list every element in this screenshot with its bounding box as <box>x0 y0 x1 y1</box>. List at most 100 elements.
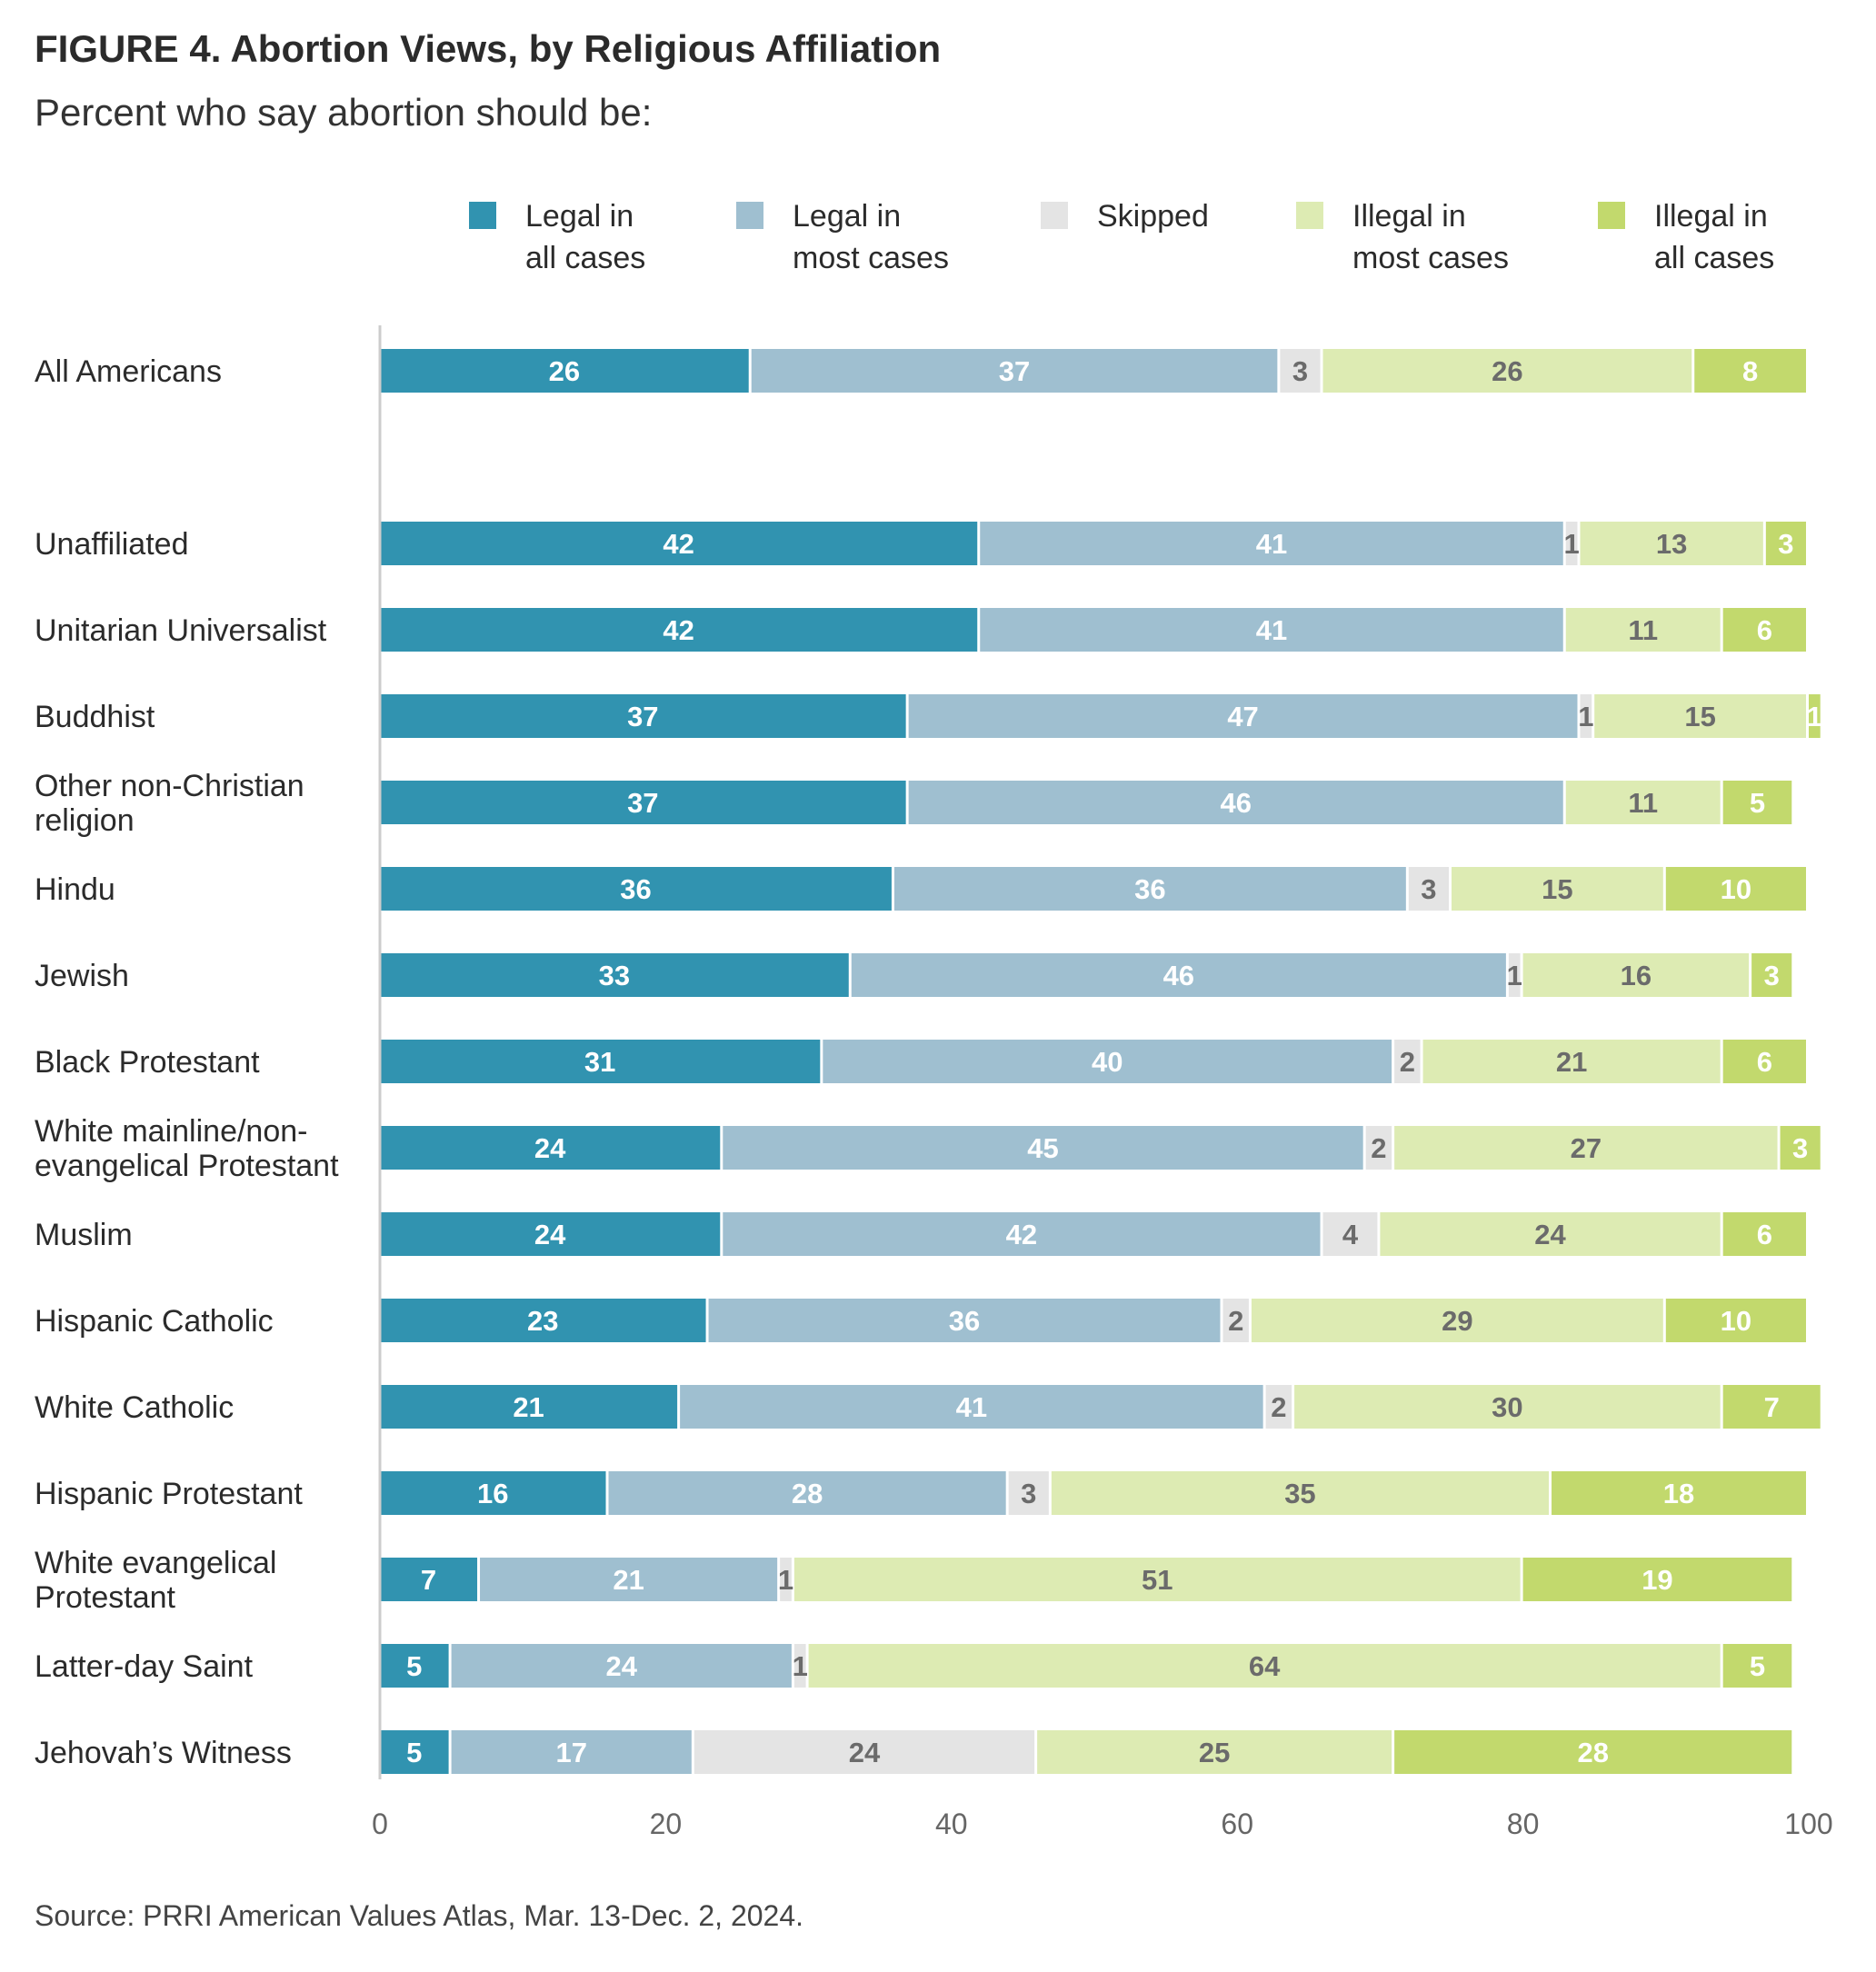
legend: Legal in all cases Legal in most cases Skipp… <box>469 199 1774 275</box>
data-label: 41 <box>1256 614 1287 646</box>
bar-segment <box>1722 1212 1806 1256</box>
data-label: 3 <box>1792 1132 1808 1164</box>
data-label: 2 <box>1228 1305 1243 1337</box>
data-label: 42 <box>663 614 694 646</box>
data-label: 19 <box>1642 1564 1672 1596</box>
legend-swatch-4 <box>1598 202 1625 229</box>
data-label: 28 <box>792 1478 823 1509</box>
data-label: 3 <box>1292 355 1308 387</box>
bar-segment <box>1665 1299 1806 1342</box>
bar-segment <box>1565 781 1721 824</box>
bar-segment <box>1552 1471 1806 1515</box>
data-label: 46 <box>1163 960 1194 991</box>
category-label: Muslim <box>35 1218 133 1252</box>
data-label: 10 <box>1721 1305 1751 1337</box>
bar-segment <box>1809 694 1821 738</box>
bar-segment <box>451 1644 792 1688</box>
data-label: 6 <box>1757 1219 1772 1250</box>
x-tick-label: 0 <box>372 1808 388 1840</box>
data-label: 15 <box>1542 873 1572 905</box>
bar-segment <box>380 694 906 738</box>
data-label: 16 <box>1621 960 1651 991</box>
bar-segment <box>380 1126 721 1170</box>
bar-segment <box>1508 953 1521 997</box>
data-label: 3 <box>1764 960 1780 991</box>
data-label: 41 <box>956 1391 987 1423</box>
data-label: 28 <box>1577 1737 1608 1768</box>
data-label: 1 <box>1507 960 1522 991</box>
bar-segment <box>1722 781 1792 824</box>
source-note: Source: PRRI American Values Atlas, Mar.… <box>35 1899 804 1932</box>
stacked-bar-chart: Legal in all cases Legal in most cases Skipp… <box>35 199 1833 1840</box>
bar-segment <box>751 349 1278 393</box>
bar-segment <box>380 349 749 393</box>
data-label: 2 <box>1371 1132 1386 1164</box>
legend-label-3: Illegal in <box>1352 199 1466 234</box>
data-label: 30 <box>1492 1391 1522 1423</box>
data-label: 21 <box>513 1391 544 1423</box>
data-label: 42 <box>1006 1219 1037 1250</box>
data-label: 64 <box>1249 1650 1281 1682</box>
bar-segment <box>1665 867 1806 911</box>
category-label: Buddhist <box>35 700 155 734</box>
bars: 26 37 3 26 842 41 1 13 342 41 11 637 47 1 15 137 46 11 536… <box>380 349 1822 1774</box>
data-label: 31 <box>584 1046 615 1078</box>
data-label: 1 <box>1563 528 1579 560</box>
legend-label-2: Skipped <box>1097 199 1209 234</box>
x-tick-label: 40 <box>935 1808 968 1840</box>
x-tick-label: 60 <box>1221 1808 1253 1840</box>
data-label: 3 <box>1021 1478 1036 1509</box>
data-label: 29 <box>1442 1305 1472 1337</box>
category-label: evangelical Protestant <box>35 1149 339 1183</box>
data-label: 24 <box>534 1219 566 1250</box>
data-label: 3 <box>1421 873 1436 905</box>
bar-segment <box>694 1730 1035 1774</box>
data-label: 1 <box>778 1564 793 1596</box>
bar-segment <box>1722 1644 1792 1688</box>
bar-segment <box>793 1558 1521 1601</box>
bar-segment <box>708 1299 1221 1342</box>
bar-segment <box>380 1212 721 1256</box>
bar-segment <box>980 608 1563 652</box>
category-labels: All Americans Unaffiliated Unitarian Unive… <box>35 354 339 1770</box>
bar-segment <box>380 1299 706 1342</box>
bar-segment <box>1565 608 1721 652</box>
data-label: 6 <box>1757 1046 1772 1078</box>
category-label: Latter-day Saint <box>35 1649 254 1684</box>
bar-segment <box>608 1471 1006 1515</box>
bar-segment <box>380 1644 449 1688</box>
bar-segment <box>851 953 1506 997</box>
legend-label-4: all cases <box>1654 241 1774 275</box>
bar-segment <box>1722 1040 1806 1083</box>
bar-segment <box>1380 1212 1721 1256</box>
bar-segment <box>380 867 892 911</box>
data-label: 6 <box>1757 614 1772 646</box>
bar-segment <box>1394 1126 1778 1170</box>
bar-segment <box>1294 1385 1721 1429</box>
bar-segment <box>480 1558 778 1601</box>
bar-segment <box>1452 867 1663 911</box>
bar-segment <box>380 522 978 565</box>
data-label: 26 <box>1492 355 1522 387</box>
data-label: 13 <box>1656 528 1687 560</box>
data-label: 1 <box>1578 701 1593 732</box>
legend-label-0: Legal in <box>525 199 634 234</box>
x-tick-label: 20 <box>650 1808 683 1840</box>
data-label: 51 <box>1142 1564 1172 1596</box>
category-label: All Americans <box>35 354 222 389</box>
legend-label-1: most cases <box>793 241 949 275</box>
data-label: 35 <box>1284 1478 1315 1509</box>
bar-segment <box>780 1558 792 1601</box>
category-label: Hispanic Catholic <box>35 1304 274 1339</box>
category-label: Black Protestant <box>35 1045 260 1080</box>
bar-segment <box>380 1471 606 1515</box>
bar-segment <box>908 694 1578 738</box>
data-label: 37 <box>627 787 658 819</box>
data-label: 24 <box>1534 1219 1566 1250</box>
bar-segment <box>908 781 1563 824</box>
data-label: 5 <box>1750 1650 1765 1682</box>
bar-segment <box>380 1558 478 1601</box>
bar-segment <box>1408 867 1449 911</box>
chart-subtitle: Percent who say abortion should be: <box>35 91 653 134</box>
data-label: 5 <box>1750 787 1765 819</box>
